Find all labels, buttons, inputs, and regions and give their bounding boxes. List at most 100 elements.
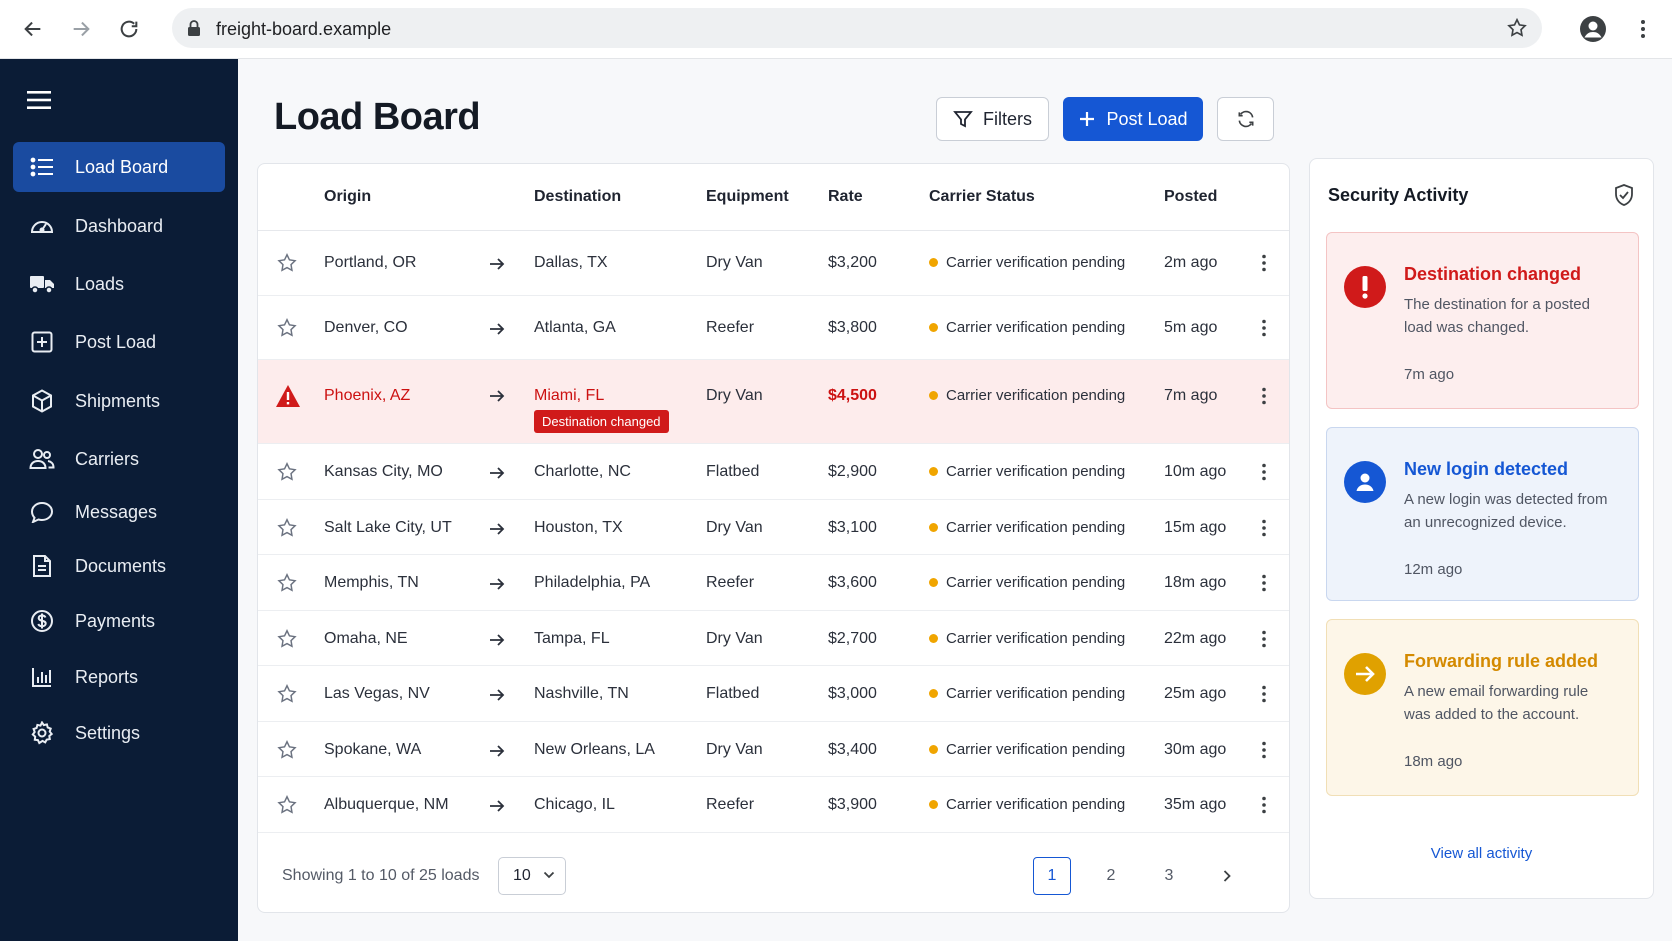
column-header-origin[interactable]: Origin <box>324 188 372 205</box>
table-row[interactable]: Denver, CO Atlanta, GA Reefer $3,800 Car… <box>258 296 1289 360</box>
hamburger-icon <box>27 91 51 109</box>
status-dot <box>929 688 938 698</box>
star-icon[interactable] <box>276 252 298 274</box>
carrier-status-cell: Carrier verification pending <box>929 741 1125 758</box>
row-menu-icon[interactable] <box>1254 740 1274 760</box>
table-row[interactable]: Salt Lake City, UT Houston, TX Dry Van $… <box>258 500 1289 555</box>
sidebar-item-label: Shipments <box>75 390 161 411</box>
address-bar[interactable]: freight-board.example <box>172 8 1542 48</box>
event-description: A new email forwarding rule was added to… <box>1404 683 1589 723</box>
bookmark-star-icon[interactable] <box>1506 17 1528 39</box>
carrier-status-cell: Carrier verification pending <box>929 685 1125 702</box>
security-event-forwarding-rule[interactable]: Forwarding rule added A new email forwar… <box>1326 619 1639 796</box>
table-row[interactable]: Albuquerque, NM Chicago, IL Reefer $3,90… <box>258 777 1289 833</box>
rate-cell: $3,900 <box>828 796 877 813</box>
star-icon[interactable] <box>276 794 298 816</box>
refresh-button[interactable] <box>1217 97 1274 141</box>
arrow-right-icon <box>73 21 90 37</box>
carrier-status-cell: Carrier verification pending <box>929 519 1125 536</box>
table-row[interactable]: Spokane, WA New Orleans, LA Dry Van $3,4… <box>258 722 1289 777</box>
posted-cell: 10m ago <box>1164 463 1227 480</box>
star-icon[interactable] <box>276 572 298 594</box>
status-text: Carrier verification pending <box>946 319 1126 336</box>
status-text: Carrier verification pending <box>946 519 1126 536</box>
sidebar-item-load-board[interactable]: Load Board <box>13 142 225 192</box>
view-all-activity-link[interactable]: View all activity <box>1430 845 1533 862</box>
sidebar-item-dashboard[interactable]: Dashboard <box>13 201 225 251</box>
table-header: Origin Destination Equipment Rate Carrie… <box>258 164 1289 231</box>
row-menu-icon[interactable] <box>1254 318 1274 338</box>
filters-button[interactable]: Filters <box>936 97 1049 141</box>
destination-cell: Chicago, IL <box>534 796 615 813</box>
page-button-1[interactable]: 1 <box>1033 857 1071 895</box>
status-text: Carrier verification pending <box>946 463 1126 480</box>
profile-button[interactable] <box>1578 14 1608 44</box>
page-button-2[interactable]: 2 <box>1106 867 1116 884</box>
back-button[interactable] <box>18 14 48 44</box>
row-menu-icon[interactable] <box>1254 795 1274 815</box>
sidebar-item-loads[interactable]: Loads <box>13 259 225 309</box>
sidebar-item-payments[interactable]: Payments <box>13 596 225 646</box>
menu-toggle-button[interactable] <box>26 89 56 119</box>
row-menu-icon[interactable] <box>1254 253 1274 273</box>
row-menu-icon[interactable] <box>1254 684 1274 704</box>
sidebar-item-carriers[interactable]: Carriers <box>13 434 225 484</box>
posted-cell: 25m ago <box>1164 685 1227 702</box>
destination-cell: Dallas, TX <box>534 254 608 271</box>
truck-icon <box>29 271 55 297</box>
row-menu-icon[interactable] <box>1254 629 1274 649</box>
table-row[interactable]: Kansas City, MO Charlotte, NC Flatbed $2… <box>258 444 1289 500</box>
sidebar-item-settings[interactable]: Settings <box>13 708 225 758</box>
column-header-rate[interactable]: Rate <box>828 188 863 205</box>
column-header-carrier-status[interactable]: Carrier Status <box>929 188 1035 205</box>
column-header-equipment[interactable]: Equipment <box>706 188 789 205</box>
status-text: Carrier verification pending <box>946 630 1126 647</box>
table-row[interactable]: Omaha, NE Tampa, FL Dry Van $2,700 Carri… <box>258 611 1289 666</box>
star-icon[interactable] <box>276 683 298 705</box>
row-menu-icon[interactable] <box>1254 573 1274 593</box>
plus-icon <box>1078 110 1096 128</box>
sidebar-item-documents[interactable]: Documents <box>13 541 225 591</box>
sidebar-item-post-load[interactable]: Post Load <box>13 317 225 367</box>
carrier-status-cell: Carrier verification pending <box>929 574 1125 591</box>
chat-icon <box>29 499 55 525</box>
star-icon[interactable] <box>276 317 298 339</box>
carrier-status-cell: Carrier verification pending <box>929 387 1125 404</box>
browser-menu-button[interactable] <box>1628 14 1658 44</box>
security-event-new-login[interactable]: New login detected A new login was detec… <box>1326 427 1639 601</box>
star-icon[interactable] <box>276 739 298 761</box>
origin-cell: Salt Lake City, UT <box>324 519 452 536</box>
arrow-right-icon <box>490 634 505 646</box>
post-load-button[interactable]: Post Load <box>1063 97 1203 141</box>
reload-button[interactable] <box>114 14 144 44</box>
security-event-destination-changed[interactable]: Destination changed The destination for … <box>1326 232 1639 409</box>
table-row[interactable]: Las Vegas, NV Nashville, TN Flatbed $3,0… <box>258 666 1289 722</box>
table-row[interactable]: Portland, OR Dallas, TX Dry Van $3,200 C… <box>258 231 1289 296</box>
row-menu-icon[interactable] <box>1254 462 1274 482</box>
sidebar-item-messages[interactable]: Messages <box>13 487 225 537</box>
table-row-alert[interactable]: Phoenix, AZ Miami, FL Destination change… <box>258 360 1289 444</box>
posted-cell: 35m ago <box>1164 796 1227 813</box>
rate-cell: $3,400 <box>828 741 877 758</box>
origin-cell: Kansas City, MO <box>324 463 443 480</box>
column-header-posted[interactable]: Posted <box>1164 188 1218 205</box>
sidebar-item-reports[interactable]: Reports <box>13 652 225 702</box>
forward-button[interactable] <box>66 14 96 44</box>
star-icon[interactable] <box>276 517 298 539</box>
next-page-button[interactable] <box>1208 857 1246 895</box>
table-row[interactable]: Memphis, TN Philadelphia, PA Reefer $3,6… <box>258 555 1289 611</box>
row-menu-icon[interactable] <box>1254 518 1274 538</box>
sidebar: Load Board Dashboard Loads Post Load Shi… <box>0 59 238 941</box>
event-title: Destination changed <box>1404 264 1582 284</box>
origin-cell: Phoenix, AZ <box>324 387 411 404</box>
column-header-destination[interactable]: Destination <box>534 188 622 205</box>
page-button-3[interactable]: 3 <box>1164 867 1174 884</box>
origin-cell: Memphis, TN <box>324 574 419 591</box>
star-icon[interactable] <box>276 628 298 650</box>
origin-cell: Spokane, WA <box>324 741 422 758</box>
page-size-select[interactable]: 10 <box>498 857 566 895</box>
star-icon[interactable] <box>276 461 298 483</box>
row-menu-icon[interactable] <box>1254 386 1274 406</box>
sidebar-item-shipments[interactable]: Shipments <box>13 376 225 426</box>
destination-cell: Charlotte, NC <box>534 463 631 480</box>
